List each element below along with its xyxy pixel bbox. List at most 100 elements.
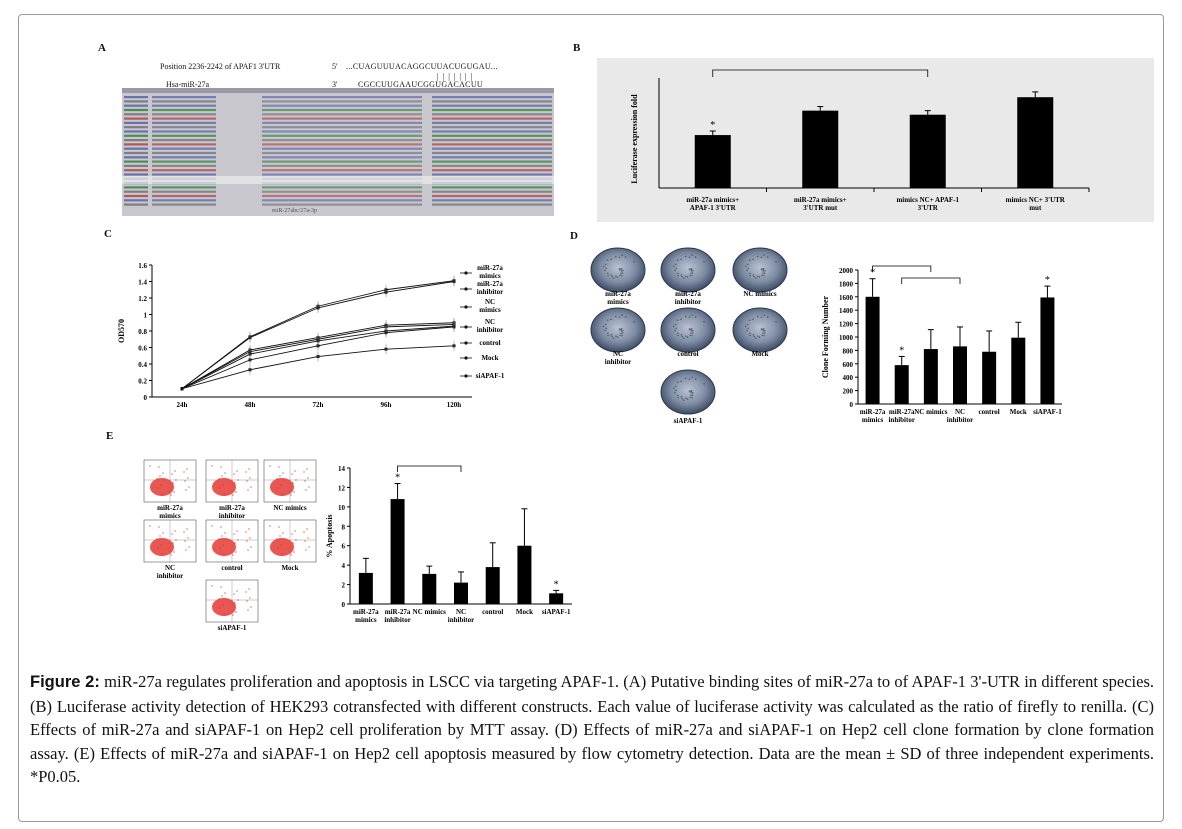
- flow-event: [277, 487, 279, 489]
- y-tick-label: 0.4: [138, 361, 147, 369]
- colony-dot: [676, 319, 679, 321]
- flow-event: [211, 465, 213, 467]
- colony-dot: [691, 396, 693, 399]
- flow-population: [212, 478, 236, 496]
- colony-label: siAPAF-1: [674, 417, 703, 425]
- flow-label: miR-27a inhibitor: [219, 504, 246, 520]
- alignment-row-seg: [152, 121, 216, 124]
- flow-event: [249, 597, 251, 599]
- colony-dot: [685, 335, 687, 337]
- y-tick-label: 8: [342, 523, 346, 531]
- colony-dot: [763, 274, 765, 277]
- panel-label-a: A: [98, 42, 106, 54]
- colony-dot: [775, 261, 777, 263]
- bar: [1017, 97, 1054, 188]
- colony-dot: [677, 396, 679, 399]
- flow-event: [211, 585, 213, 587]
- alignment-highlight: [122, 176, 554, 184]
- alignment-row-seg: [152, 108, 216, 112]
- colony-dot: [624, 256, 627, 258]
- alignment-row-seg: [262, 96, 422, 99]
- alignment-row-name: [124, 164, 148, 167]
- flow-event: [175, 479, 177, 481]
- figure-caption: Figure 2: miR-27a regulates proliferatio…: [30, 670, 1154, 789]
- bar: [982, 351, 997, 404]
- bar: [694, 135, 731, 188]
- colony-dot: [752, 274, 755, 276]
- colony-dot: [747, 263, 749, 266]
- colony-dot: [620, 327, 623, 330]
- category-label: NC mimics: [914, 408, 948, 416]
- flow-event: [247, 609, 249, 611]
- colony-dot: [681, 335, 684, 338]
- colony-dot: [694, 378, 697, 380]
- alignment-row-seg: [262, 139, 422, 142]
- legend-label: Mock: [481, 354, 498, 362]
- colony-dot: [607, 334, 609, 337]
- alignment-row-seg: [432, 190, 552, 193]
- alignment-row-name: [124, 117, 148, 120]
- flow-event: [281, 493, 283, 495]
- flow-event: [224, 532, 226, 534]
- category-label: mimics NC+ APAF-1 3'UTR: [896, 196, 959, 212]
- alignment-row-seg: [432, 151, 552, 155]
- colony-dot: [691, 376, 693, 378]
- colony-dot: [620, 270, 623, 272]
- flow-label: NC mimics: [273, 504, 307, 512]
- flow-event: [291, 473, 293, 475]
- flow-event: [220, 586, 222, 588]
- alignment-row-seg: [152, 96, 216, 99]
- colony-dot: [684, 255, 687, 258]
- colony-dot: [760, 268, 763, 270]
- colony-dot: [621, 272, 624, 274]
- flow-event: [247, 489, 249, 491]
- alignment-row-seg: [152, 104, 216, 107]
- category-label: control: [482, 608, 503, 616]
- alignment-row-seg: [432, 169, 552, 172]
- alignment-row-seg: [432, 143, 552, 146]
- alignment-row-name: [124, 126, 148, 129]
- colony-dot: [756, 255, 759, 258]
- alignment-row-name: [124, 156, 148, 159]
- y-tick-label: 1000: [839, 334, 854, 342]
- flow-event: [290, 554, 292, 556]
- colony-label: NC inhibitor: [605, 350, 631, 366]
- category-label: siAPAF-1: [1033, 408, 1062, 416]
- colony-dot: [621, 254, 623, 256]
- alignment-row-seg: [432, 199, 552, 202]
- alignment-row-seg: [262, 117, 422, 120]
- bar: [923, 349, 938, 404]
- colony-dish: [660, 369, 716, 415]
- flow-event: [171, 533, 173, 535]
- flow-event: [186, 468, 188, 470]
- alignment-row-seg: [432, 104, 552, 107]
- flow-label: NC inhibitor: [157, 564, 183, 580]
- colony-dot: [674, 329, 676, 332]
- mir-sequence: CGCCUUGAAUCGGUGACACUU: [358, 80, 483, 89]
- colony-dot: [752, 334, 755, 336]
- alignment-row-seg: [262, 160, 422, 163]
- colony-dot: [761, 274, 763, 277]
- flow-event: [222, 484, 224, 486]
- colony-dot: [748, 319, 751, 321]
- flow-event: [250, 606, 252, 608]
- bar: [390, 499, 405, 604]
- category-label: NC inhibitor: [448, 608, 474, 624]
- colony-dot: [620, 332, 622, 334]
- category-label: control: [979, 408, 1000, 416]
- bar: [549, 593, 564, 604]
- colony-dot: [753, 275, 756, 278]
- x-tick-label: 48h: [245, 401, 256, 409]
- colony-dot: [606, 319, 609, 321]
- colony-dot: [620, 330, 623, 332]
- colony-dot: [619, 274, 621, 277]
- flow-event: [282, 472, 284, 474]
- colony-dot: [688, 316, 691, 319]
- colony-dot: [675, 385, 677, 388]
- colony-dot: [691, 274, 693, 277]
- y-tick-label: 0.6: [138, 345, 147, 353]
- colony-dot: [602, 265, 605, 268]
- flow-event: [184, 540, 186, 542]
- colony-dot: [690, 389, 693, 392]
- colony-dot: [675, 323, 677, 326]
